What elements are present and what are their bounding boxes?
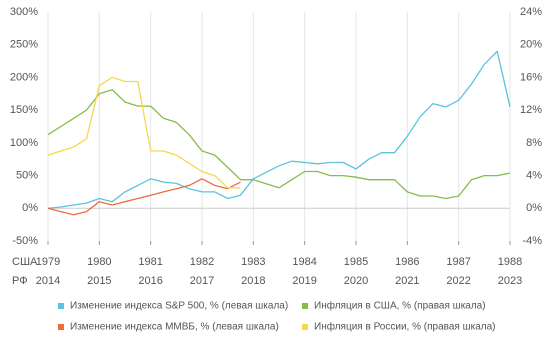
y-tick-label: 150% [10, 104, 38, 116]
y-tick-label: 0% [22, 202, 38, 214]
legend-label: Инфляция в США, % (правая шкала) [314, 300, 486, 312]
y2-tick-label: 0% [526, 202, 542, 214]
y-tick-label: 50% [16, 169, 38, 181]
series-line [47, 50, 511, 209]
x-tick-label: 1984 [292, 256, 316, 268]
x2-tick-label: 2023 [498, 275, 522, 287]
legend-label: Изменение индекса S&P 500, % (левая шкал… [70, 301, 288, 312]
y-tick-label: -50% [12, 235, 38, 247]
legend-swatch [302, 324, 308, 330]
x-tick-label: 1982 [190, 256, 214, 268]
x-tick-label: 1985 [344, 256, 368, 268]
y-tick-label: 250% [10, 39, 38, 51]
y-tick-label: 200% [10, 71, 38, 83]
y2-tick-label: 8% [526, 137, 542, 149]
series-line [47, 89, 511, 200]
y2-tick-label: 12% [520, 104, 542, 116]
legend-label: Изменение индекса ММВБ, % (левая шкала) [70, 322, 279, 333]
x-tick-label: 1980 [87, 256, 111, 268]
x-tick-label: 1979 [36, 256, 60, 268]
y2-tick-label: 20% [520, 39, 542, 51]
y-tick-label: 100% [10, 137, 38, 149]
y2-tick-label: 4% [526, 169, 542, 181]
x-tick-label: 1986 [395, 256, 419, 268]
legend-swatch [58, 303, 64, 309]
x-tick-label: 1988 [498, 256, 522, 268]
y2-tick-label: 24% [520, 6, 542, 18]
y2-tick-label: 16% [520, 71, 542, 83]
x2-tick-label: 2015 [87, 275, 111, 287]
x-tick-label: 1981 [138, 256, 162, 268]
x2-tick-label: 2019 [292, 275, 316, 287]
x-tick-label: 1983 [241, 256, 265, 268]
x-row-label: США [12, 256, 38, 268]
y-tick-label: 300% [10, 6, 38, 18]
x2-tick-label: 2018 [241, 275, 265, 287]
legend-swatch [302, 303, 308, 309]
x2-tick-label: 2021 [395, 275, 419, 287]
x2-tick-label: 2020 [344, 275, 368, 287]
legend-swatch [58, 324, 64, 330]
series-line [47, 178, 241, 216]
x2-tick-label: 2014 [36, 275, 60, 287]
x-tick-label: 1987 [446, 256, 470, 268]
legend: Изменение индекса S&P 500, % (левая шкал… [58, 300, 495, 333]
x2-tick-label: 2017 [190, 275, 214, 287]
x-row-label: РФ [12, 275, 28, 287]
series-line [47, 76, 241, 189]
legend-label: Инфляция в России, % (правая шкала) [314, 321, 495, 333]
y2-tick-label: -4% [522, 235, 542, 247]
x2-tick-label: 2016 [138, 275, 162, 287]
x2-tick-label: 2022 [446, 275, 470, 287]
